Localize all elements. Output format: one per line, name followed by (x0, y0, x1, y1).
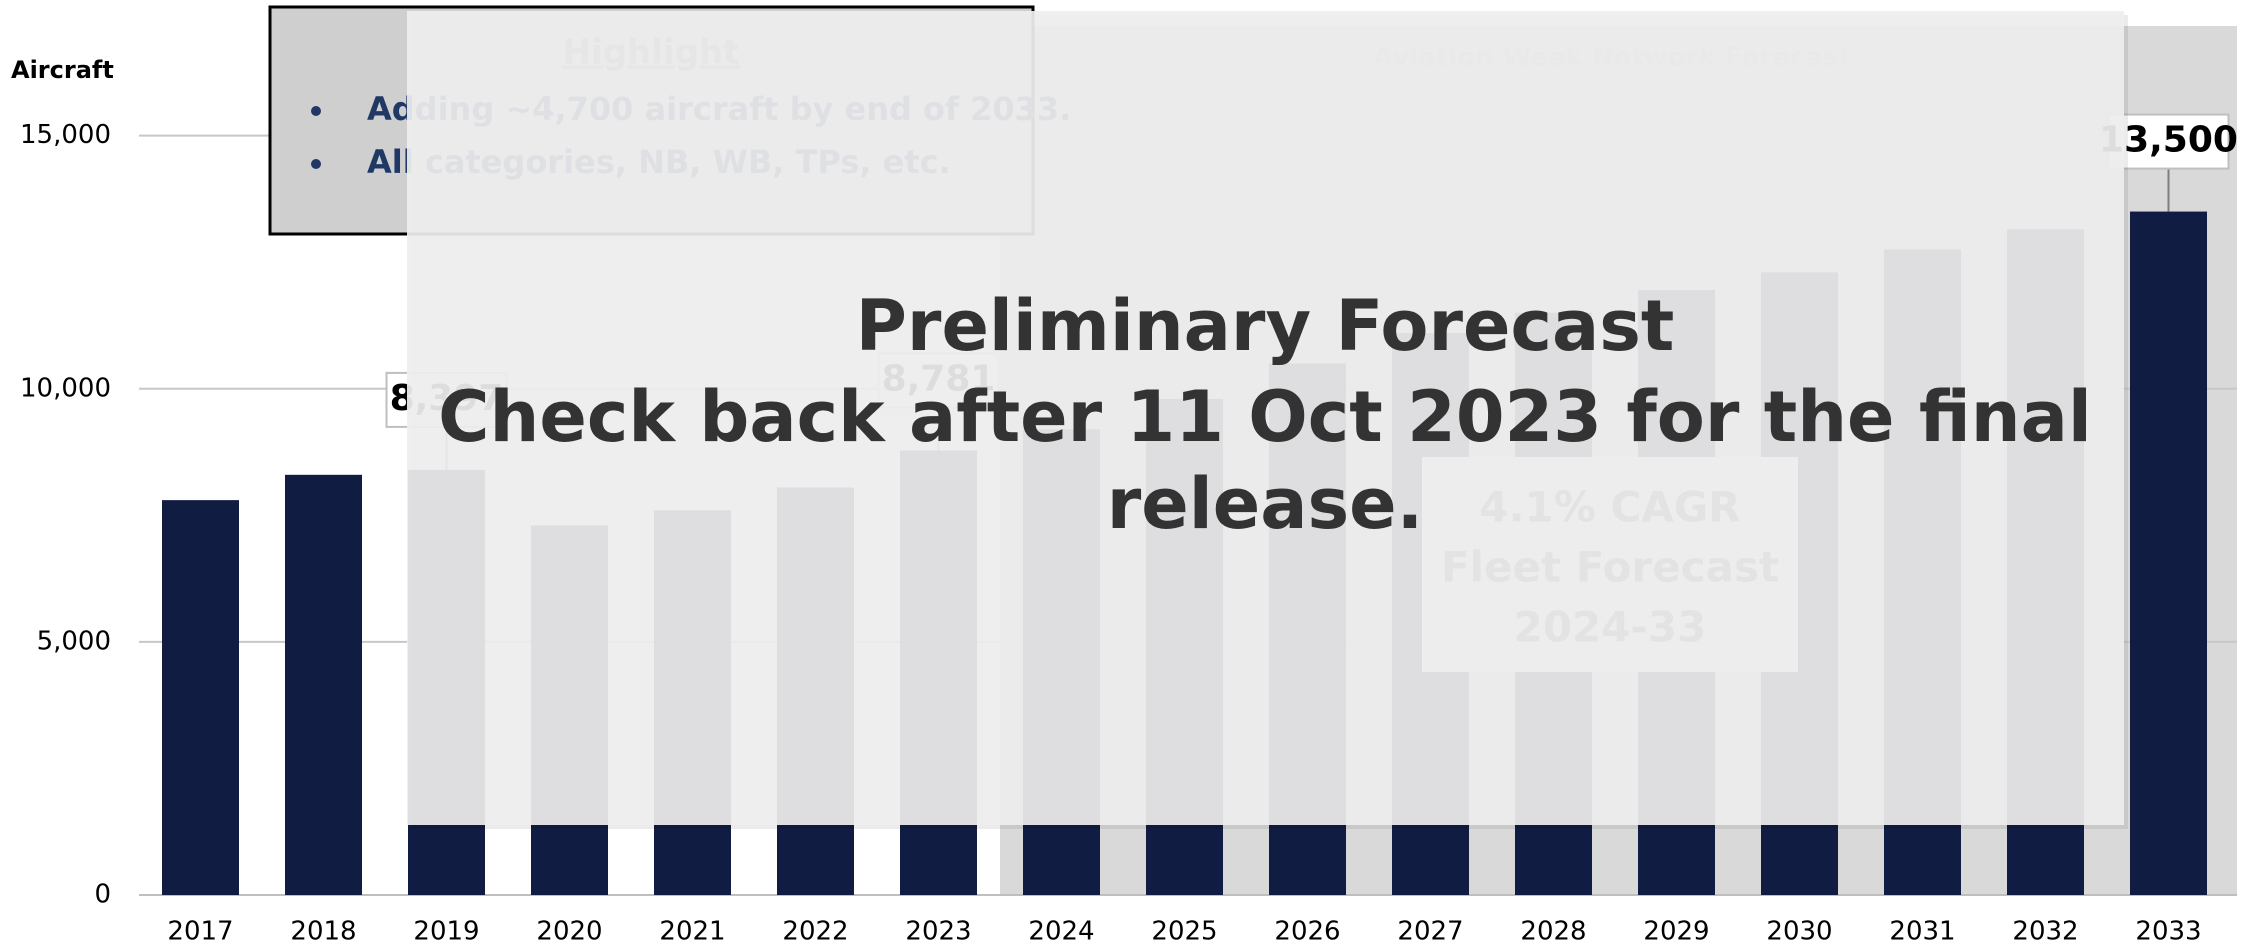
bar (2130, 211, 2207, 895)
x-tick-label: 2023 (905, 917, 971, 947)
y-axis-title: Aircraft (11, 56, 114, 84)
notice-title: Preliminary Forecast (856, 285, 1675, 367)
x-tick-label: 2018 (290, 917, 356, 947)
notice-overlay (407, 11, 2124, 825)
x-tick-label: 2022 (782, 917, 848, 947)
bullet-dot (311, 106, 321, 116)
notice-message: release. (1107, 463, 1423, 545)
x-tick-label: 2017 (167, 917, 233, 947)
bullet-dot (311, 159, 321, 169)
x-tick-label: 2019 (413, 917, 479, 947)
x-tick-label: 2033 (2135, 917, 2201, 947)
y-tick-label: 5,000 (37, 626, 111, 656)
y-tick-label: 0 (94, 880, 111, 910)
x-tick-label: 2028 (1520, 917, 1586, 947)
x-tick-label: 2024 (1028, 917, 1094, 947)
x-tick-label: 2021 (659, 917, 725, 947)
x-tick-label: 2026 (1274, 917, 1340, 947)
bar (285, 474, 362, 895)
x-tick-label: 2029 (1643, 917, 1709, 947)
value-label-box (2107, 113, 2230, 170)
x-tick-label: 2025 (1151, 917, 1217, 947)
y-tick-label: 15,000 (20, 120, 111, 150)
bar (162, 500, 239, 895)
x-tick-label: 2020 (536, 917, 602, 947)
x-tick-label: 2027 (1397, 917, 1463, 947)
notice-message: Check back after 11 Oct 2023 for the fin… (438, 376, 2092, 458)
x-tick-label: 2032 (2012, 917, 2078, 947)
x-tick-label: 2031 (1889, 917, 1955, 947)
x-tick-label: 2030 (1766, 917, 1832, 947)
y-tick-label: 10,000 (20, 373, 111, 403)
